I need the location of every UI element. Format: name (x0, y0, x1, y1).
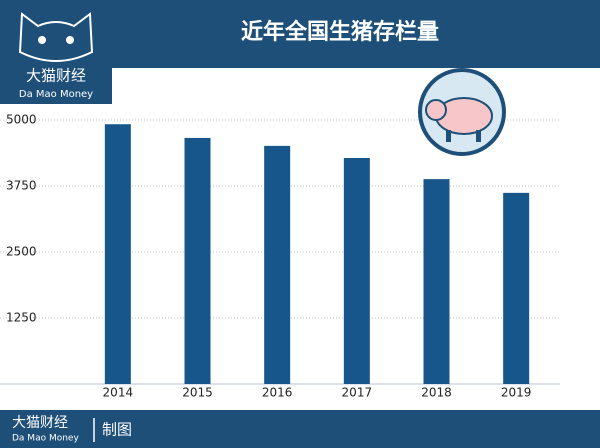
brand-english: Da Mao Money (19, 89, 93, 100)
bar (184, 137, 211, 384)
logo-box (0, 0, 112, 104)
x-tick-label: 2017 (342, 386, 373, 400)
pig-leg (476, 130, 481, 142)
x-tick-label: 2019 (501, 386, 532, 400)
logo-eye (66, 36, 74, 44)
pig-head (425, 99, 447, 121)
bar (343, 158, 370, 384)
footer-english: Da Mao Money (12, 434, 79, 444)
logo-cat (18, 12, 94, 62)
footer-caption: 制图 (102, 421, 132, 439)
x-tick-label: 2015 (182, 386, 213, 400)
footer-name: 大猫财经 (12, 415, 68, 431)
pig-leg (446, 130, 451, 142)
y-tick-label: 5000 (6, 113, 37, 127)
y-tick-label: 2500 (6, 245, 37, 259)
bar (264, 145, 291, 384)
x-tick-label: 2018 (421, 386, 452, 400)
bar (503, 192, 530, 384)
logo-eye (38, 36, 46, 44)
bar (423, 179, 450, 384)
y-tick-label: 3750 (6, 179, 37, 193)
chart-title: 近年全国生猪存栏量 (241, 19, 439, 45)
x-tick-label: 2014 (103, 386, 134, 400)
footer-band (0, 410, 600, 448)
y-tick-label: 1250 (6, 311, 37, 325)
bar (104, 124, 131, 384)
brand-name: 大猫财经 (26, 67, 86, 85)
x-tick-label: 2016 (262, 386, 293, 400)
